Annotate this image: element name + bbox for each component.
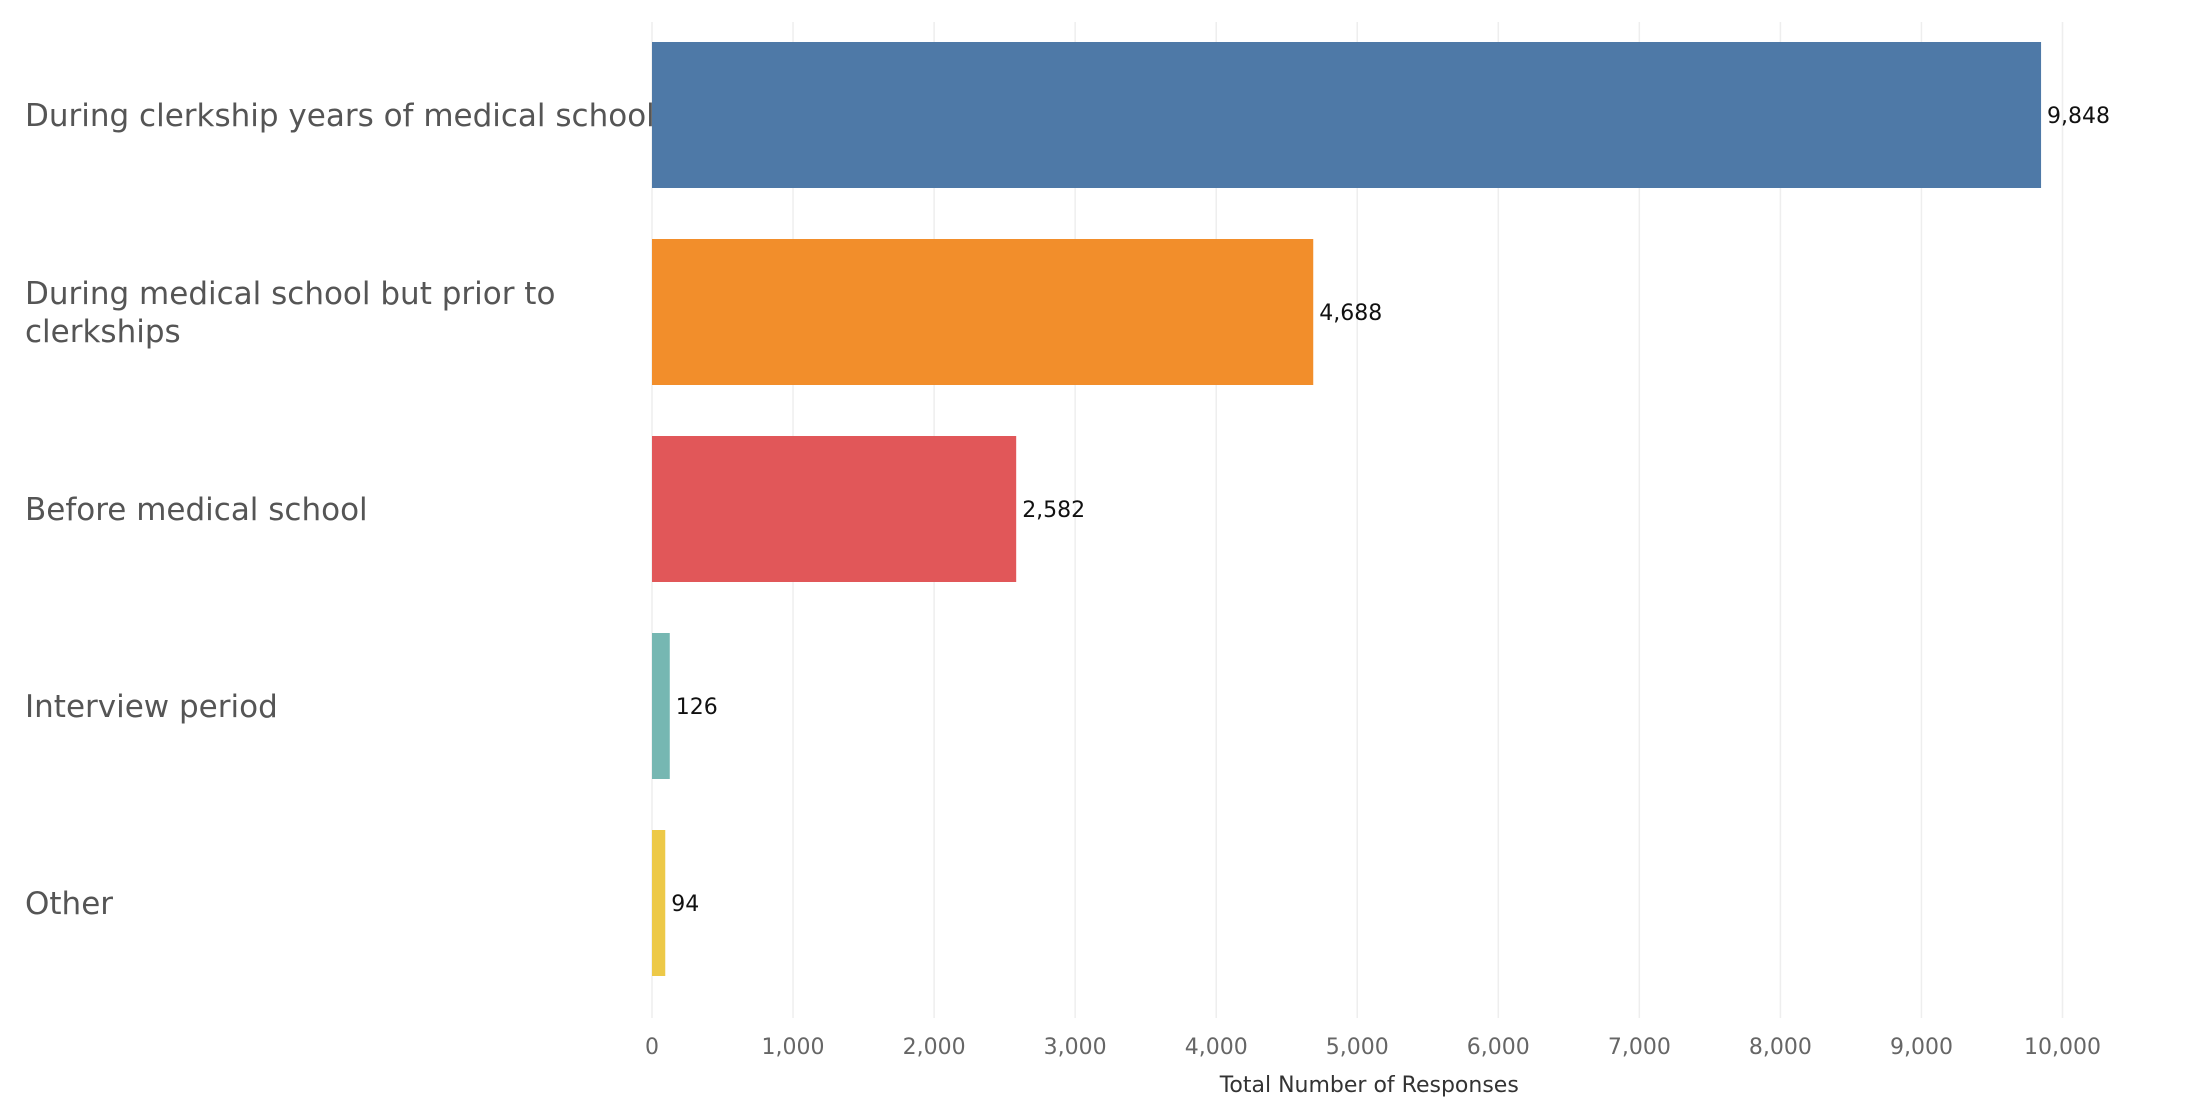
data-label: 4,688: [1319, 301, 1382, 326]
category-label: During medical school but prior to clerks…: [25, 276, 555, 350]
x-axis-ticks: 0 1,000 2,000 3,000 4,000 5,000 6,000 7,000 8,00…: [645, 1035, 2101, 1060]
value-labels: 9,848 4,688 2,582 126 94: [671, 104, 2110, 917]
bar: [652, 633, 670, 779]
x-tick-label: 2,000: [903, 1035, 966, 1060]
x-tick-label: 1,000: [762, 1035, 825, 1060]
bars: [652, 42, 2042, 976]
bar: [652, 830, 666, 976]
data-label: 2,582: [1022, 498, 1085, 523]
x-tick-label: 4,000: [1185, 1035, 1248, 1060]
x-tick-label: 7,000: [1608, 1035, 1671, 1060]
category-label: Other: [25, 886, 113, 922]
x-tick-label: 3,000: [1044, 1035, 1107, 1060]
data-label: 94: [671, 892, 699, 917]
x-tick-label: 10,000: [2024, 1035, 2101, 1060]
x-axis-title: Total Number of Responses: [1219, 1073, 1519, 1098]
x-tick-label: 8,000: [1749, 1035, 1812, 1060]
x-tick-label: 5,000: [1326, 1035, 1389, 1060]
x-tick-label: 6,000: [1467, 1035, 1530, 1060]
bar: [652, 436, 1017, 582]
category-label: Before medical school: [25, 492, 368, 528]
data-label: 126: [676, 695, 718, 720]
bar: [652, 42, 2042, 188]
x-tick-label: 0: [645, 1035, 659, 1060]
category-labels: During clerkship years of medical school…: [25, 98, 655, 922]
category-label: During clerkship years of medical school: [25, 98, 655, 134]
bar: [652, 239, 1314, 385]
x-tick-label: 9,000: [1890, 1035, 1953, 1060]
category-label: Interview period: [25, 689, 278, 725]
data-label: 9,848: [2047, 104, 2110, 129]
